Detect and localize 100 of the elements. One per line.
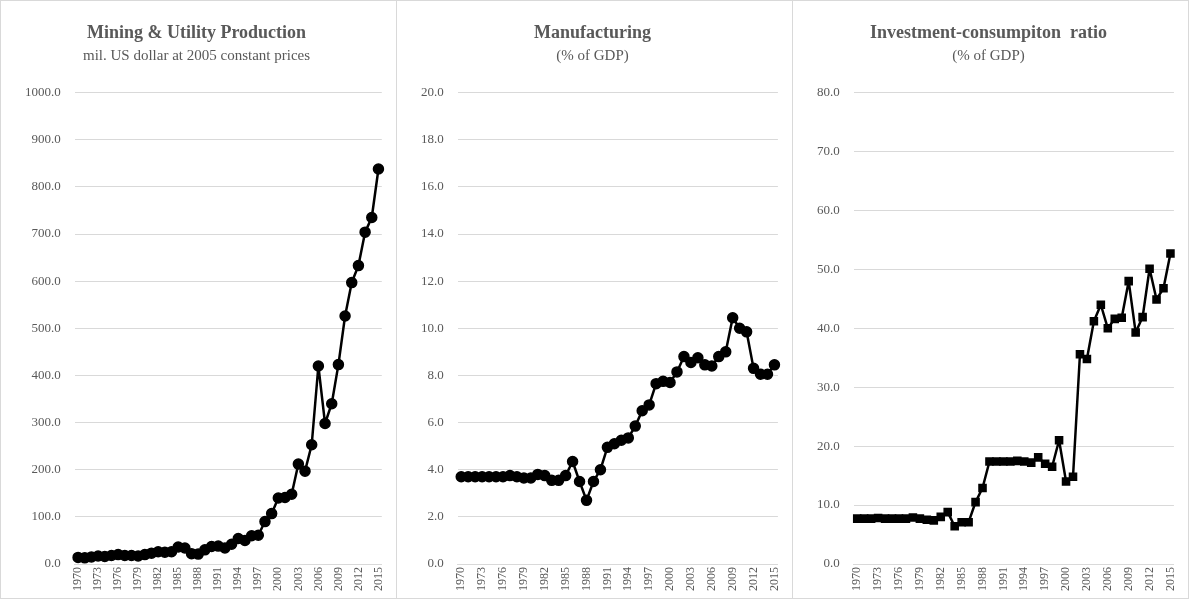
point [692, 352, 704, 364]
point [573, 475, 586, 488]
x-tick-label: 1997 [641, 567, 656, 591]
point [1061, 477, 1071, 486]
point [1068, 472, 1078, 482]
x-tick-label: 2006 [1099, 567, 1114, 591]
x-tick-label: 1979 [912, 567, 927, 591]
x-tick-label: 1976 [495, 567, 510, 591]
point [943, 507, 952, 517]
x-tick-label: 2015 [1162, 567, 1177, 591]
point [1075, 349, 1085, 359]
point [768, 359, 781, 371]
point [587, 475, 600, 488]
x-tick-label: 1973 [90, 567, 105, 591]
y-tick-label: 80.0 [817, 84, 840, 100]
chart-subtitle: (% of GDP) [952, 46, 1025, 64]
y-tick-label: 0.0 [427, 555, 444, 571]
point [559, 469, 572, 482]
x-tick-label: 2003 [290, 567, 305, 591]
x-tick-label: 2000 [1058, 567, 1073, 591]
point [1138, 312, 1147, 322]
x-tick-label: 2009 [1120, 567, 1135, 591]
point [1026, 458, 1036, 467]
point [305, 438, 318, 451]
point [372, 163, 385, 175]
x-tick-label: 2003 [1079, 567, 1094, 591]
point [740, 326, 753, 338]
point [678, 350, 690, 363]
x-tick-label: 1976 [110, 567, 125, 591]
point [950, 522, 959, 531]
point [1117, 313, 1127, 322]
x-tick-label: 2006 [703, 567, 718, 591]
x-tick-label: 1985 [953, 567, 968, 591]
x-tick-label: 1997 [1037, 567, 1052, 591]
y-tick-label: 300.0 [31, 414, 61, 429]
y-tick-label: 500.0 [31, 319, 61, 335]
point [1033, 453, 1043, 462]
point [1159, 283, 1168, 293]
x-tick-label: 1973 [474, 567, 489, 591]
point [319, 417, 331, 430]
x-tick-label: 1994 [620, 567, 635, 591]
point [915, 514, 925, 523]
x-tick-label: 2012 [1141, 567, 1156, 591]
y-tick-label: 20.0 [421, 84, 444, 100]
y-tick-label: 16.0 [421, 178, 444, 194]
x-tick-label: 2009 [330, 567, 345, 591]
y-tick-label: 12.0 [421, 272, 444, 288]
x-tick-label: 1991 [599, 567, 614, 591]
x-tick-label: 2015 [766, 567, 781, 591]
point [1019, 457, 1029, 466]
x-tick-label: 2012 [745, 567, 760, 591]
point [594, 463, 607, 476]
point [706, 360, 718, 372]
x-tick-label: 1985 [170, 567, 185, 591]
y-tick-label: 100.0 [31, 508, 61, 524]
y-tick-label: 2.0 [427, 508, 444, 524]
y-tick-label: 10.0 [817, 496, 840, 512]
point [629, 420, 641, 432]
y-tick-label: 14.0 [421, 225, 444, 241]
x-tick-label: 1979 [516, 567, 531, 591]
chart-title: Mining & Utility Production [86, 22, 307, 43]
x-tick-label: 2000 [662, 567, 677, 591]
y-tick-label: 700.0 [31, 225, 61, 241]
point [1103, 324, 1113, 333]
y-tick-label: 600.0 [31, 272, 61, 288]
y-tick-label: 6.0 [427, 414, 444, 429]
y-tick-label: 20.0 [817, 437, 840, 453]
x-tick-label: 2015 [370, 567, 385, 591]
y-tick-label: 30.0 [817, 378, 840, 394]
point [366, 211, 378, 224]
point [265, 507, 278, 520]
point [1096, 300, 1106, 310]
chart-title: Investment-consumpiton ratio [870, 22, 1107, 43]
point [299, 465, 311, 477]
x-tick-label: 1994 [230, 567, 245, 591]
point [1166, 249, 1175, 258]
x-tick-label: 1988 [578, 567, 593, 591]
y-tick-label: 1000.0 [25, 84, 61, 100]
y-tick-label: 4.0 [427, 461, 444, 477]
point [908, 513, 918, 522]
point [292, 458, 305, 470]
x-tick-label: 2006 [310, 567, 325, 591]
x-tick-label: 1970 [453, 567, 468, 591]
x-tick-label: 2003 [683, 567, 698, 591]
point [1054, 435, 1064, 445]
point [566, 455, 579, 468]
point [1124, 276, 1133, 286]
point [971, 497, 980, 507]
point [1089, 316, 1099, 326]
y-tick-label: 70.0 [817, 142, 840, 158]
point [978, 483, 987, 493]
y-tick-label: 18.0 [421, 131, 444, 147]
point [636, 405, 648, 417]
point [312, 360, 325, 372]
y-tick-label: 50.0 [817, 260, 840, 276]
point [285, 488, 298, 500]
point [1131, 328, 1140, 337]
point [346, 276, 358, 289]
point [332, 358, 345, 371]
x-tick-label: 1982 [536, 567, 551, 591]
